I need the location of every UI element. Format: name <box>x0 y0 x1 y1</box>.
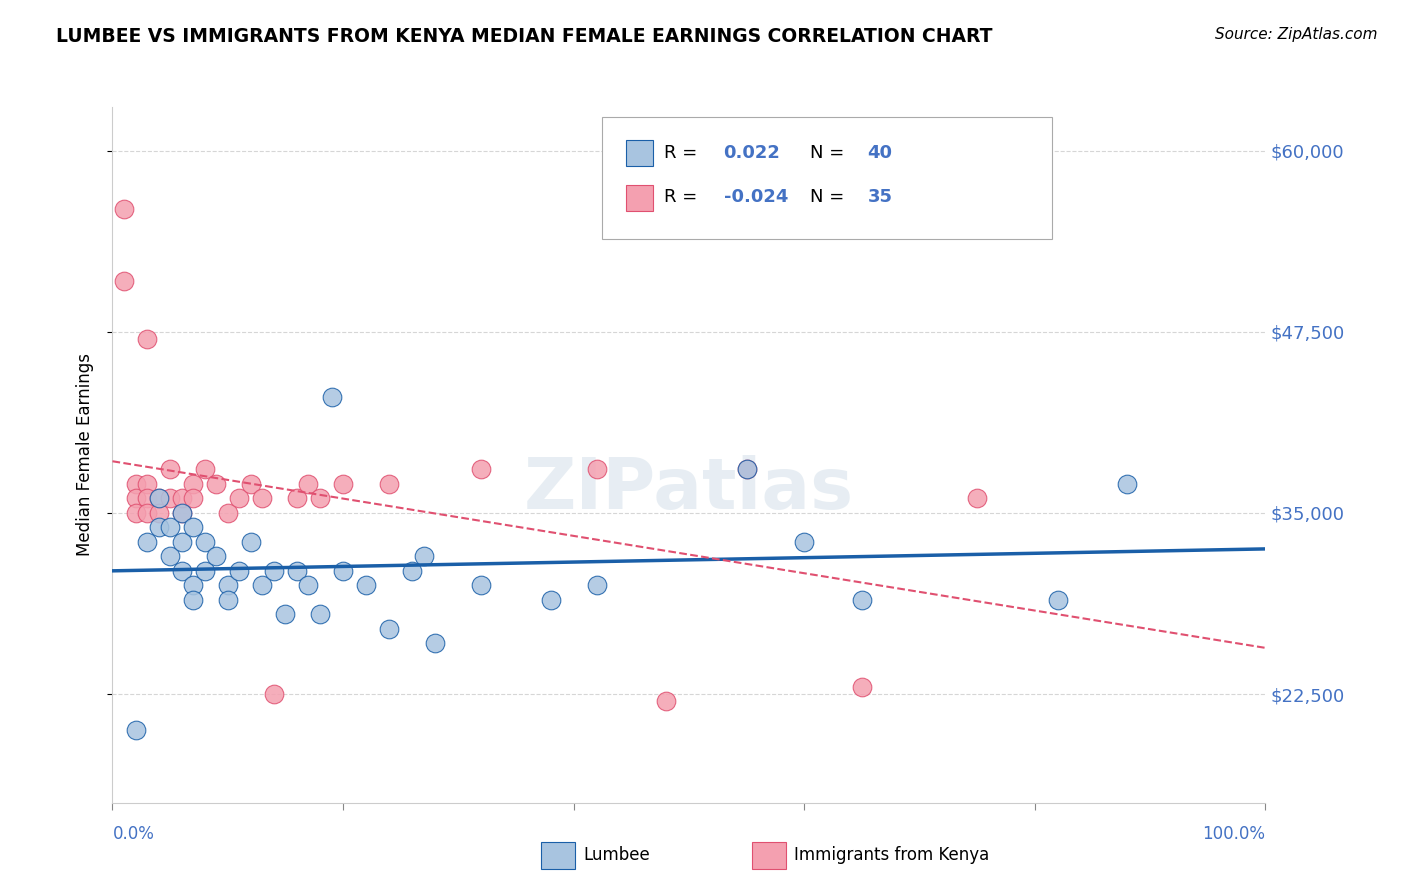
Point <box>297 578 319 592</box>
Point <box>332 564 354 578</box>
Point <box>159 462 181 476</box>
Text: Immigrants from Kenya: Immigrants from Kenya <box>794 847 990 864</box>
Point <box>124 723 146 738</box>
Point <box>217 593 239 607</box>
Point <box>148 491 170 506</box>
Point <box>285 491 308 506</box>
Point <box>378 622 401 636</box>
Point <box>332 477 354 491</box>
Point <box>239 477 262 491</box>
Point <box>966 491 988 506</box>
Point <box>181 520 204 534</box>
Point <box>181 578 204 592</box>
Text: N =: N = <box>810 188 851 206</box>
Text: 0.0%: 0.0% <box>112 825 155 843</box>
Point <box>124 506 146 520</box>
Point <box>217 506 239 520</box>
Point <box>401 564 423 578</box>
Point <box>136 477 159 491</box>
Point <box>540 593 562 607</box>
Point <box>205 549 228 564</box>
Point <box>181 477 204 491</box>
Point <box>194 462 217 476</box>
Point <box>136 491 159 506</box>
Point <box>170 506 193 520</box>
Text: -0.024: -0.024 <box>724 188 787 206</box>
Point <box>470 462 492 476</box>
Text: Source: ZipAtlas.com: Source: ZipAtlas.com <box>1215 27 1378 42</box>
FancyBboxPatch shape <box>602 118 1052 239</box>
Text: LUMBEE VS IMMIGRANTS FROM KENYA MEDIAN FEMALE EARNINGS CORRELATION CHART: LUMBEE VS IMMIGRANTS FROM KENYA MEDIAN F… <box>56 27 993 45</box>
Text: R =: R = <box>664 144 703 162</box>
Point <box>136 506 159 520</box>
Point <box>735 462 758 476</box>
Point <box>148 491 170 506</box>
Point <box>263 564 285 578</box>
Point <box>194 564 217 578</box>
Point <box>252 491 274 506</box>
Y-axis label: Median Female Earnings: Median Female Earnings <box>76 353 94 557</box>
Point <box>159 491 181 506</box>
Point <box>170 506 193 520</box>
Point <box>735 462 758 476</box>
Point <box>285 564 308 578</box>
Point <box>239 535 262 549</box>
Point <box>228 564 250 578</box>
Text: N =: N = <box>810 144 851 162</box>
Text: Lumbee: Lumbee <box>583 847 650 864</box>
Point <box>470 578 492 592</box>
Point <box>170 491 193 506</box>
Point <box>148 520 170 534</box>
Point <box>655 694 678 708</box>
Point <box>217 578 239 592</box>
Point <box>425 636 447 650</box>
Point <box>274 607 297 622</box>
Point <box>354 578 377 592</box>
Point <box>136 332 159 346</box>
Text: 100.0%: 100.0% <box>1202 825 1265 843</box>
Point <box>194 535 217 549</box>
Point <box>159 549 181 564</box>
Point <box>205 477 228 491</box>
FancyBboxPatch shape <box>626 140 654 166</box>
Point <box>412 549 434 564</box>
Point <box>148 506 170 520</box>
Point <box>585 462 607 476</box>
Point <box>136 535 159 549</box>
Point <box>124 477 146 491</box>
Point <box>309 607 332 622</box>
Point <box>321 390 343 404</box>
Point <box>851 680 873 694</box>
Text: 0.022: 0.022 <box>724 144 780 162</box>
Point <box>297 477 319 491</box>
Point <box>1046 593 1069 607</box>
Point <box>181 593 204 607</box>
Point <box>263 687 285 701</box>
Point <box>1116 477 1139 491</box>
Point <box>309 491 332 506</box>
Text: 40: 40 <box>868 144 893 162</box>
Point <box>170 535 193 549</box>
Text: R =: R = <box>664 188 703 206</box>
Text: ZIPatlas: ZIPatlas <box>524 455 853 524</box>
FancyBboxPatch shape <box>626 185 654 211</box>
Point <box>170 564 193 578</box>
Point <box>252 578 274 592</box>
Point <box>159 520 181 534</box>
Text: 35: 35 <box>868 188 893 206</box>
Point <box>124 491 146 506</box>
Point <box>181 491 204 506</box>
Point <box>378 477 401 491</box>
Point <box>112 202 135 216</box>
Point <box>112 274 135 288</box>
Point <box>793 535 815 549</box>
Point <box>228 491 250 506</box>
Point <box>851 593 873 607</box>
Point <box>585 578 607 592</box>
